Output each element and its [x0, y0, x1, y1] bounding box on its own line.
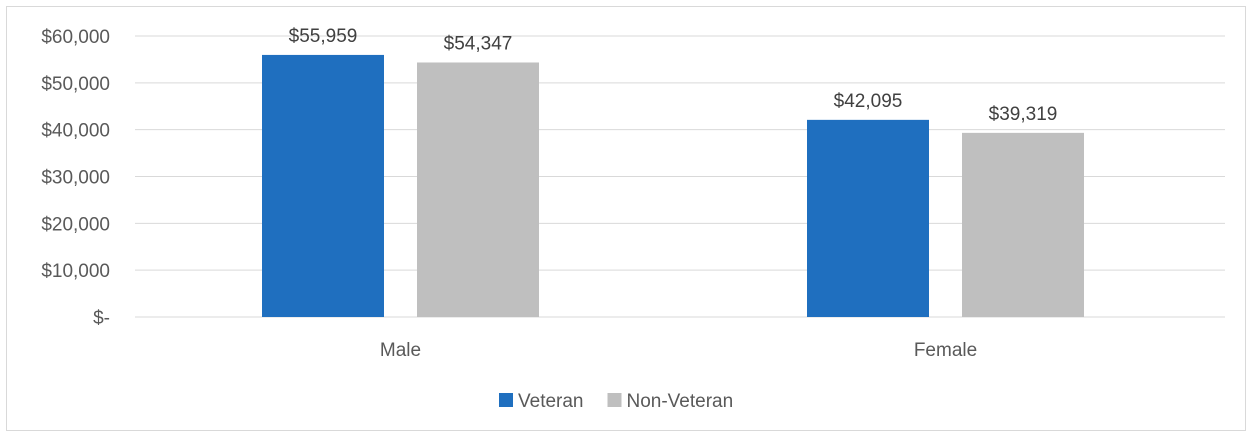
- data-label: $39,319: [989, 104, 1058, 125]
- bars: [262, 54, 1084, 318]
- y-tick-label: $20,000: [41, 214, 110, 235]
- y-tick-label: $40,000: [41, 121, 110, 142]
- data-labels: $55,959 $54,347 $42,095 $39,319: [289, 26, 1058, 125]
- legend: Veteran Non-Veteran: [499, 391, 733, 412]
- legend-swatch: [607, 393, 622, 407]
- data-label: $54,347: [444, 33, 513, 54]
- legend-swatch: [499, 393, 513, 407]
- bar-veteran-female: [807, 119, 929, 318]
- x-tick-label: Female: [914, 340, 977, 361]
- bar-non-veteran-female: [962, 132, 1084, 317]
- data-label: $42,095: [834, 91, 903, 112]
- y-tick-label: $-: [93, 308, 110, 329]
- bar-non-veteran-male: [417, 62, 539, 317]
- y-tick-label: $30,000: [41, 168, 110, 189]
- y-axis: $- $10,000 $20,000 $30,000 $40,000 $50,000 $60…: [41, 27, 110, 329]
- bar-veteran-male: [262, 54, 384, 317]
- x-tick-label: Male: [380, 340, 421, 361]
- y-tick-label: $50,000: [41, 74, 110, 95]
- y-tick-label: $10,000: [41, 261, 110, 282]
- legend-label: Non-Veteran: [627, 391, 734, 412]
- data-label: $55,959: [289, 26, 358, 47]
- y-tick-label: $60,000: [41, 27, 110, 48]
- x-axis: Male Female: [380, 340, 977, 361]
- legend-label: Veteran: [518, 391, 584, 412]
